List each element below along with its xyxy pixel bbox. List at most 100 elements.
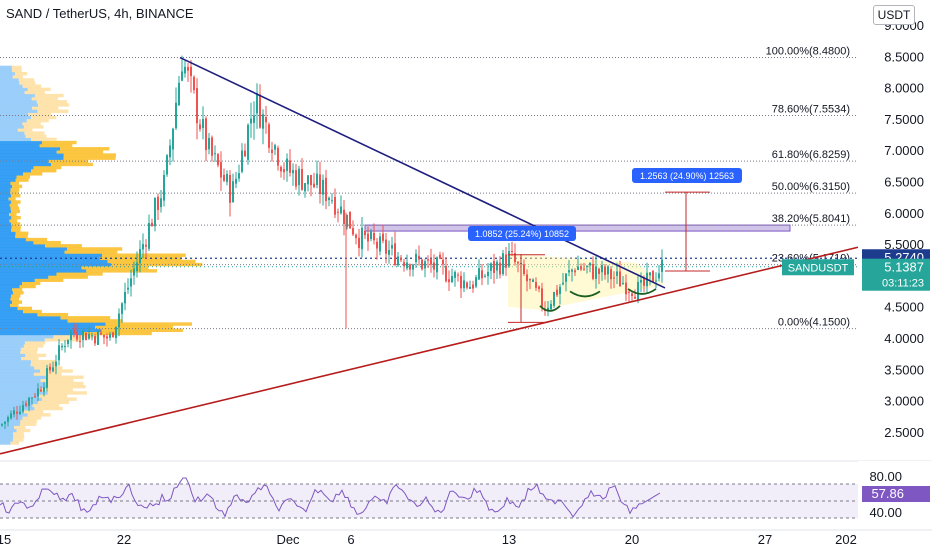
profile-sell-bar <box>12 300 23 304</box>
profile-sell-bar <box>16 428 31 433</box>
profile-buy-bar <box>0 187 11 192</box>
candle-body <box>91 335 93 337</box>
volume-profile <box>0 65 203 445</box>
candle-body <box>430 259 432 265</box>
profile-sell-bar <box>26 118 49 123</box>
candle-body <box>517 262 519 264</box>
profile-sell-bar <box>23 125 44 129</box>
profile-buy-bar <box>0 143 40 148</box>
candle-body <box>310 175 312 186</box>
profile-sell-bar <box>11 194 21 198</box>
candle-body <box>415 253 417 263</box>
profile-sell-bar <box>56 272 103 276</box>
candle-body <box>379 236 381 252</box>
candle-body <box>634 296 636 299</box>
profile-sell-bar <box>32 106 59 110</box>
profile-buy-bar <box>0 234 16 239</box>
profile-sell-bar <box>19 284 36 289</box>
time-tick-label: 15 <box>0 532 11 547</box>
candle-body <box>196 88 198 124</box>
profile-sell-bar <box>21 356 39 361</box>
profile-sell-bar <box>48 159 89 164</box>
profile-sell-bar <box>81 266 149 270</box>
currency-button[interactable]: USDT <box>873 5 915 25</box>
profile-sell-bar <box>22 416 42 420</box>
profile-sell-bar <box>9 203 18 207</box>
annotations[interactable]: 1.0852 (25.24%) 10852 1.2563 (24.90%) 125… <box>468 168 742 323</box>
candle-body <box>358 237 360 248</box>
profile-sell-bar <box>102 253 186 257</box>
profile-buy-bar <box>0 403 33 408</box>
candle-body <box>244 150 246 157</box>
profile-sell-bar <box>30 115 57 120</box>
profile-buy-bar <box>0 391 48 395</box>
trendlines[interactable] <box>0 56 859 455</box>
profile-buy-bar <box>0 384 48 389</box>
time-axis[interactable]: 15 22 Dec 6 13 20 27 202 <box>0 529 932 547</box>
profile-buy-bar <box>0 338 45 342</box>
candle-body <box>580 266 582 270</box>
profile-sell-bar <box>30 359 57 364</box>
profile-buy-bar <box>0 341 25 345</box>
profile-sell-bar <box>67 247 123 251</box>
price-tick-label: 7.0000 <box>884 143 924 158</box>
profile-buy-bar <box>0 122 23 126</box>
profile-sell-bar <box>32 403 60 408</box>
candle-body <box>436 257 438 273</box>
candle-body <box>418 255 420 260</box>
profile-sell-bar <box>25 237 48 242</box>
candle-body <box>601 265 603 273</box>
price-tick-label: 8.0000 <box>884 81 924 96</box>
candle-body <box>562 282 564 285</box>
candle-body <box>445 265 447 282</box>
measure1-label: 1.0852 (25.24%) 10852 <box>475 229 569 239</box>
candle-body <box>355 234 357 239</box>
profile-sell-bar <box>10 209 20 214</box>
profile-buy-bar <box>0 422 20 426</box>
profile-sell-bar <box>11 200 21 204</box>
profile-buy-bar <box>0 225 12 229</box>
candle-body <box>442 259 444 265</box>
candle-body <box>628 291 630 293</box>
profile-sell-bar <box>86 269 157 273</box>
profile-sell-bar <box>20 350 38 354</box>
pattern-fill <box>508 253 665 310</box>
candle-body <box>19 411 21 414</box>
candle-body <box>265 117 267 123</box>
candle-body <box>88 334 90 339</box>
candle-body <box>334 196 336 215</box>
profile-buy-bar <box>0 137 32 142</box>
candle-body <box>619 271 621 287</box>
profile-sell-bar <box>45 375 84 379</box>
candle-body <box>7 417 9 422</box>
price-axis[interactable]: 9.00008.50008.00007.50007.00006.50006.00… <box>782 0 932 530</box>
candle-body <box>526 274 528 282</box>
candle-body <box>451 276 453 283</box>
profile-buy-bar <box>0 266 82 270</box>
candle-body <box>277 147 279 166</box>
profile-buy-bar <box>0 438 13 442</box>
profile-sell-bar <box>42 140 77 145</box>
candle-body <box>295 170 297 187</box>
profile-buy-bar <box>0 259 108 264</box>
candle-body <box>622 283 624 285</box>
candle-body <box>592 264 594 279</box>
profile-buy-bar <box>0 115 31 120</box>
profile-buy-bar <box>0 316 61 320</box>
candle-body <box>403 262 405 267</box>
candle-body <box>202 118 204 129</box>
profile-buy-bar <box>0 184 13 189</box>
profile-sell-bar <box>47 391 87 395</box>
profile-buy-bar <box>0 300 13 304</box>
candle-body <box>214 153 216 155</box>
profile-sell-bar <box>24 90 45 95</box>
profile-sell-bar <box>22 122 41 126</box>
rsi-value-badge <box>862 486 930 502</box>
profile-buy-bar <box>0 262 112 267</box>
profile-buy-bar <box>0 206 11 210</box>
fib-retracement[interactable]: 100.00%(8.4800) 78.60%(7.5534) 61.80%(6.82… <box>0 46 858 330</box>
profile-buy-bar <box>0 150 57 154</box>
candle-body <box>661 259 663 272</box>
profile-buy-bar <box>0 181 11 185</box>
